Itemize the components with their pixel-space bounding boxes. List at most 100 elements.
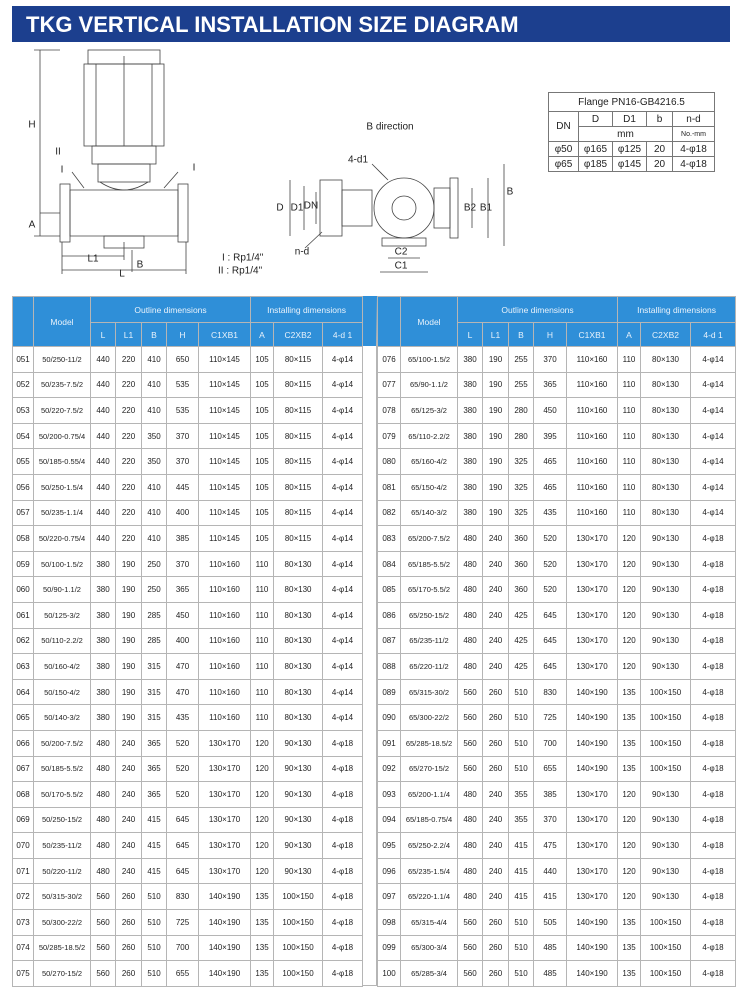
value-cell: 100×150 [640,704,692,731]
value-cell: 110×145 [197,397,252,424]
value-cell: 510 [141,934,167,962]
flange-row: φ65 φ185 φ145 20 4-φ18 [548,156,715,172]
value-cell: 4-φ14 [322,678,364,706]
value-cell: 135 [617,909,642,936]
no-header [12,296,34,347]
model-cell: 65/125-3/2 [400,397,458,424]
table-row: 083 65/200-7.5/2 480 240 360 520 130×170 120 90×… [377,525,737,552]
value-cell: 220 [115,397,142,424]
dim-b2: B2 [464,203,477,214]
column-header: A [250,322,275,347]
value-cell: 90×130 [273,755,324,783]
table-row: 074 50/285-18.5/2 560 260 510 700 140×190 135 10… [12,934,364,962]
value-cell: 90×130 [640,857,692,885]
row-number: 077 [377,371,401,399]
table-row: 092 65/270-15/2 560 260 510 655 140×190 135 100×… [377,755,737,783]
value-cell: 380 [457,448,483,475]
pump-front-view [34,49,189,274]
size-table-left: Model Outline dimensions Installing dimens… [12,296,364,987]
model-cell: 65/90-1.1/2 [400,371,458,399]
value-cell: 480 [90,729,116,757]
value-cell: 110×145 [197,448,252,475]
value-cell: 80×130 [273,601,324,629]
value-cell: 110×160 [197,550,252,578]
value-cell: 355 [508,781,534,808]
value-cell: 190 [482,371,509,399]
value-cell: 220 [115,448,142,475]
value-cell: 4-φ14 [322,473,364,501]
table-row: 052 50/235-7.5/2 440 220 410 535 110×145 105 80×… [12,371,364,399]
value-cell: 260 [482,934,509,962]
value-cell: 110 [617,422,642,450]
value-cell: 440 [533,857,567,885]
column-header: H [533,322,567,347]
value-cell: 190 [115,704,142,731]
value-cell: 700 [533,729,567,757]
value-cell: 80×115 [273,499,324,527]
value-cell: 250 [141,576,167,603]
value-cell: 80×130 [273,653,324,680]
value-cell: 380 [457,473,483,501]
value-cell: 110×145 [197,422,252,450]
group-header: Installing dimensions [617,296,737,323]
value-cell: 140×190 [197,934,252,962]
value-cell: 190 [115,678,142,706]
value-cell: 480 [457,781,483,808]
row-number: 064 [12,678,34,706]
value-cell: 520 [166,781,199,808]
value-cell: 120 [617,781,642,808]
value-cell: 105 [250,448,275,475]
row-number: 069 [12,806,34,834]
value-cell: 110 [250,678,275,706]
model-cell: 65/250-2.2/4 [400,832,458,859]
value-cell: 130×170 [565,806,619,834]
value-cell: 4-φ18 [690,857,737,885]
value-cell: 440 [90,346,116,373]
flange-title: Flange PN16-GB4216.5 [548,92,715,112]
value-cell: 110×160 [565,448,619,475]
row-number: 096 [377,857,401,885]
flange-header: b [646,111,673,127]
value-cell: 240 [115,755,142,783]
value-cell: 110×145 [197,525,252,552]
value-cell: 110×160 [565,499,619,527]
value-cell: 655 [166,960,199,987]
value-cell: 830 [166,883,199,911]
value-cell: 110×160 [197,678,252,706]
value-cell: 4-φ18 [690,909,737,936]
model-cell: 50/220-11/2 [33,857,91,885]
value-cell: 110 [617,473,642,501]
flange-row: φ50 φ165 φ125 20 4-φ18 [548,141,715,157]
value-cell: 385 [533,781,567,808]
model-cell: 65/300-22/2 [400,704,458,731]
value-cell: 130×170 [565,781,619,808]
value-cell: 260 [482,755,509,783]
value-cell: 80×130 [273,627,324,655]
value-cell: 130×170 [565,601,619,629]
model-cell: 50/200-7.5/2 [33,729,91,757]
value-cell: 80×130 [640,371,692,399]
row-number: 056 [12,473,34,501]
row-number: 057 [12,499,34,527]
value-cell: 90×130 [640,525,692,552]
value-cell: 110 [617,346,642,373]
table-row: 094 65/185-0.75/4 480 240 355 370 130×170 120 90… [377,806,737,834]
value-cell: 4-φ18 [690,525,737,552]
value-cell: 105 [250,499,275,527]
value-cell: 220 [115,422,142,450]
row-number: 092 [377,755,401,783]
value-cell: 100×150 [640,960,692,987]
value-cell: 315 [141,678,167,706]
value-cell: 90×130 [640,601,692,629]
value-cell: 135 [617,729,642,757]
value-cell: 80×115 [273,422,324,450]
value-cell: 4-φ14 [322,653,364,680]
dim-b1: B1 [480,203,493,214]
model-cell: 50/100-1.5/2 [33,550,91,578]
value-cell: 4-φ18 [322,934,364,962]
model-cell: 50/185-0.55/4 [33,448,91,475]
value-cell: 560 [90,909,116,936]
value-cell: 370 [166,550,199,578]
row-number: 062 [12,627,34,655]
table-row: 087 65/235-11/2 480 240 425 645 130×170 120 90×1… [377,627,737,655]
